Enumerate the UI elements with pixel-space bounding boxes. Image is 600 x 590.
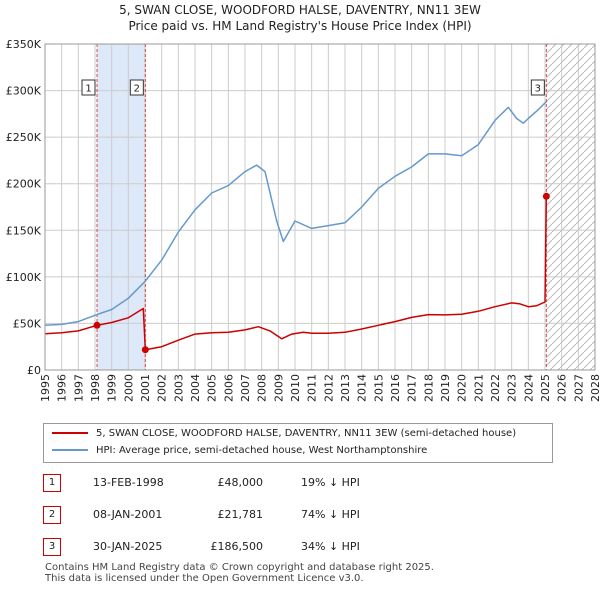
- x-tick-label: 2007: [239, 374, 252, 402]
- x-tick-label: 2009: [272, 374, 285, 402]
- x-tick-label: 2027: [572, 374, 585, 402]
- sale-hpi-diff: 74% ↓ HPI: [301, 508, 360, 521]
- x-tick-label: 2023: [506, 374, 519, 402]
- sale-date: 13-FEB-1998: [93, 476, 164, 489]
- sale-label-box: [530, 79, 545, 96]
- property-price-line: [45, 196, 548, 351]
- sale-price: £186,500: [210, 540, 264, 553]
- price-chart: 1 2 3 £0 £50K £100K £150K £200K £250K £300K £350K…: [6, 38, 600, 402]
- x-tick-label: 2003: [172, 374, 185, 402]
- chart-title: 5, SWAN CLOSE, WOODFORD HALSE, DAVENTRY,…: [119, 3, 481, 17]
- x-tick-label: 2012: [322, 374, 335, 402]
- sale-label: 1: [85, 84, 91, 95]
- sale-label: 3: [535, 84, 541, 95]
- sale-hpi-diff: 34% ↓ HPI: [301, 540, 360, 553]
- sale-badge: 2: [43, 506, 61, 524]
- sale-price: £48,000: [217, 476, 264, 489]
- x-tick-label: 2016: [389, 374, 402, 402]
- footer-licence: This data is licensed under the Open Gov…: [45, 573, 364, 584]
- chart-subtitle: Price paid vs. HM Land Registry's House …: [128, 19, 472, 33]
- hpi-line: [45, 101, 547, 327]
- x-tick-label: 2008: [256, 374, 269, 402]
- sale-date: 30-JAN-2025: [93, 540, 163, 553]
- y-tick-label: £300K: [6, 85, 42, 98]
- x-tick-label: 2025: [539, 374, 552, 402]
- x-tick-label: 2015: [372, 374, 385, 402]
- x-tick-label: 2022: [489, 374, 502, 402]
- x-tick-label: 2024: [522, 374, 535, 402]
- x-tick-label: 1995: [39, 374, 52, 402]
- sale-price: £21,781: [217, 508, 264, 521]
- y-tick-label: £250K: [6, 131, 42, 144]
- x-tick-label: 2005: [206, 374, 219, 402]
- x-tick-label: 2004: [189, 374, 202, 402]
- x-tick-label: 2020: [456, 374, 469, 402]
- y-tick-label: £0: [27, 364, 41, 377]
- y-tick-label: £100K: [6, 271, 42, 284]
- x-tick-label: 2026: [556, 374, 569, 402]
- legend-swatch-property: [52, 432, 88, 434]
- x-tick-label: 2019: [439, 374, 452, 402]
- sale-badge: 1: [43, 474, 61, 492]
- chart-legend: 5, SWAN CLOSE, WOODFORD HALSE, DAVENTRY,…: [43, 423, 553, 463]
- legend-item-property: 5, SWAN CLOSE, WOODFORD HALSE, DAVENTRY,…: [52, 426, 516, 442]
- x-tick-label: 2001: [139, 374, 152, 402]
- legend-swatch-hpi: [52, 449, 88, 451]
- y-tick-label: £350K: [6, 38, 42, 51]
- footer-copyright: Contains HM Land Registry data © Crown c…: [45, 562, 434, 573]
- x-tick-label: 2010: [289, 374, 302, 402]
- shaded-period: [97, 44, 146, 370]
- legend-item-hpi: HPI: Average price, semi-detached house,…: [52, 443, 427, 459]
- future-hatch-area: [546, 44, 595, 370]
- x-tick-label: 2011: [306, 374, 319, 402]
- sale-label: 2: [134, 84, 140, 95]
- sale-label-box: [81, 79, 96, 96]
- x-tick-label: 2000: [122, 374, 135, 402]
- x-tick-label: 2028: [589, 374, 600, 402]
- x-tick-label: 2013: [339, 374, 352, 402]
- x-tick-label: 2014: [356, 374, 369, 402]
- x-tick-label: 2017: [406, 374, 419, 402]
- plot-frame: [44, 43, 596, 371]
- x-tick-label: 1998: [89, 374, 102, 402]
- x-tick-label: 2021: [472, 374, 485, 402]
- x-tick-label: 2018: [422, 374, 435, 402]
- y-tick-label: £200K: [6, 178, 42, 191]
- sale-point: [93, 321, 101, 329]
- y-tick-label: £150K: [6, 224, 42, 237]
- x-tick-label: 2006: [222, 374, 235, 402]
- sale-label-box: [129, 79, 144, 96]
- sale-date: 08-JAN-2001: [93, 508, 163, 521]
- x-tick-label: 1997: [72, 374, 85, 402]
- x-tick-label: 2002: [156, 374, 169, 402]
- x-tick-label: 1996: [56, 374, 69, 402]
- sale-point: [141, 346, 149, 354]
- y-tick-label: £50K: [13, 317, 42, 330]
- x-tick-label: 1999: [106, 374, 119, 402]
- sale-badge: 3: [43, 538, 61, 556]
- legend-label-property: 5, SWAN CLOSE, WOODFORD HALSE, DAVENTRY,…: [96, 428, 517, 439]
- sale-hpi-diff: 19% ↓ HPI: [301, 476, 360, 489]
- legend-label-hpi: HPI: Average price, semi-detached house,…: [96, 445, 428, 456]
- sale-point: [542, 192, 550, 200]
